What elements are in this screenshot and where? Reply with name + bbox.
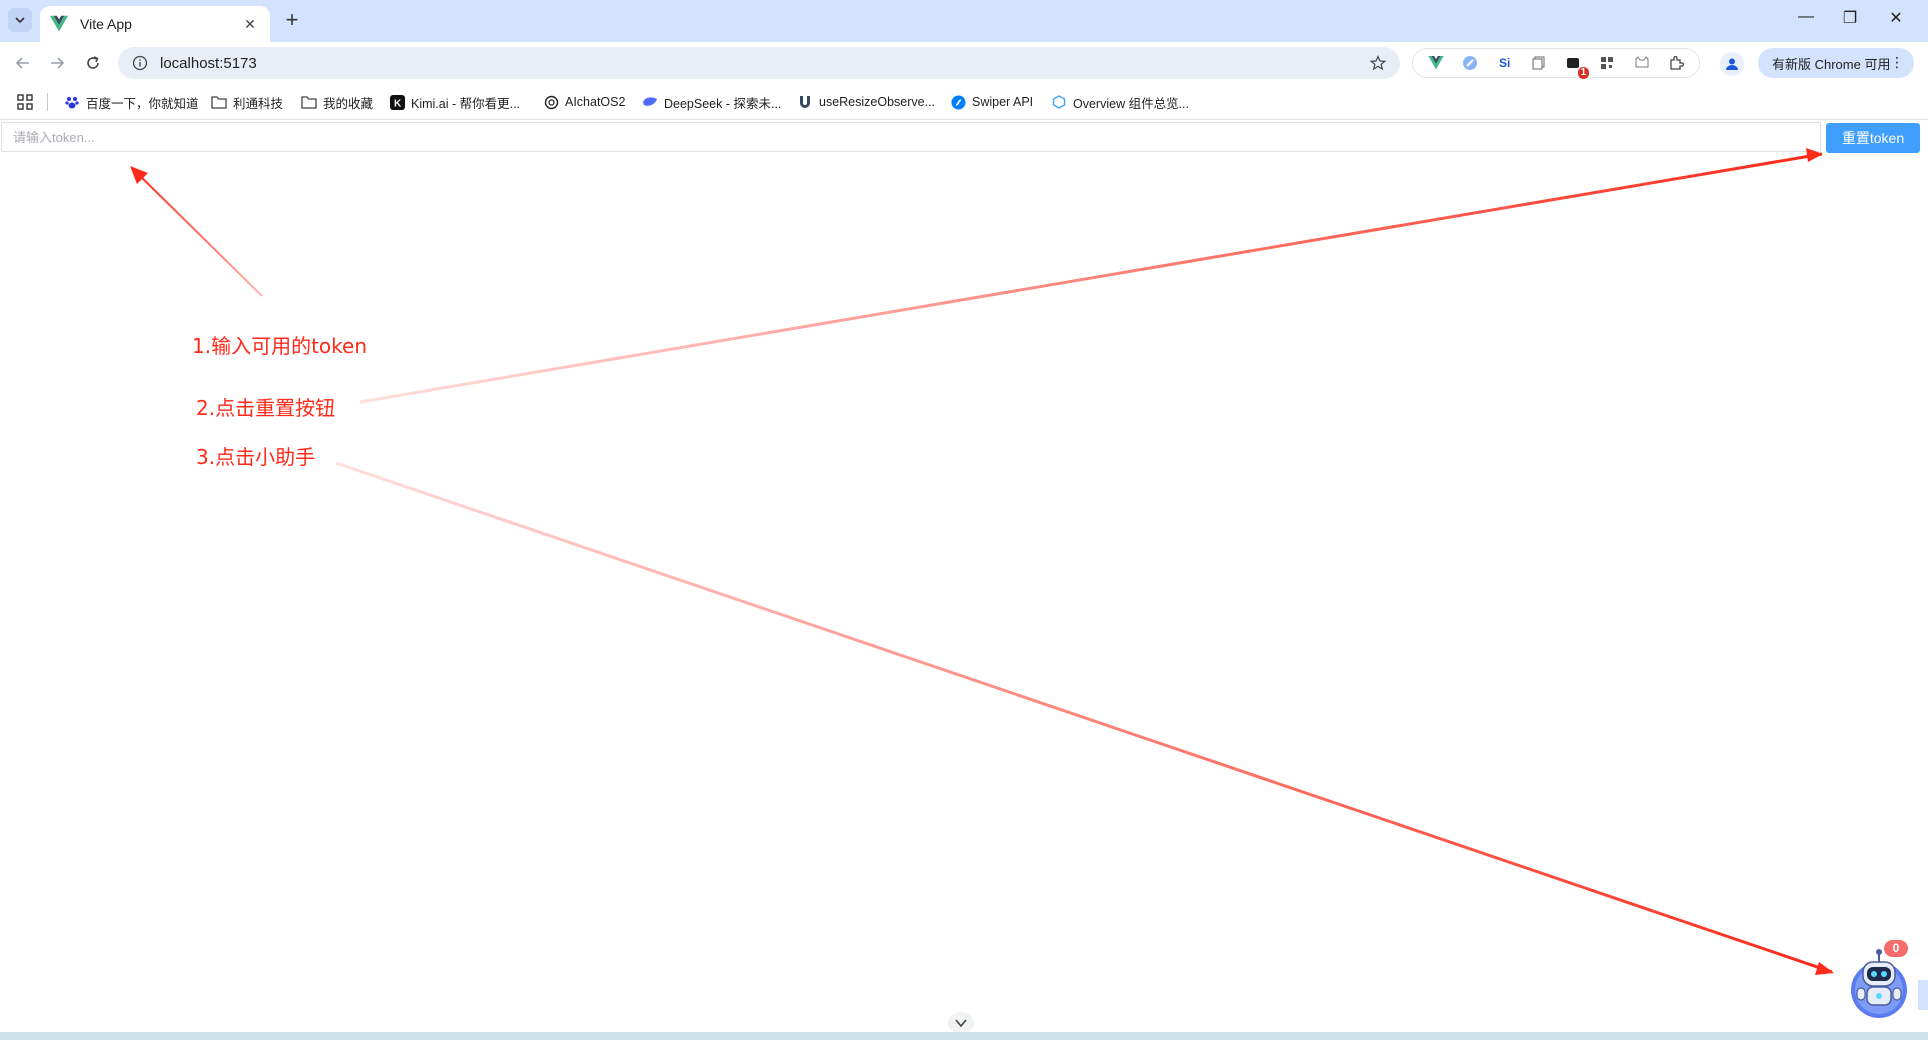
token-input[interactable] [1, 122, 1821, 152]
vueuse-icon [797, 94, 813, 110]
tab-title: Vite App [80, 16, 132, 32]
forward-button[interactable] [44, 50, 70, 76]
bookmark-star-icon[interactable] [1370, 55, 1386, 71]
deepseek-icon [642, 94, 658, 110]
reload-button[interactable] [80, 50, 106, 76]
vue-devtools-icon[interactable] [1426, 53, 1446, 73]
annotation-step-3: 3.点击小助手 [196, 445, 316, 469]
bookmark-vueuse[interactable]: useResizeObserve... [797, 92, 935, 112]
baidu-icon [64, 94, 80, 110]
bookmark-folder-favorites[interactable]: 我的收藏 [301, 92, 373, 112]
notification-badge: 1 [1577, 67, 1590, 79]
window-close-icon[interactable]: ✕ [1889, 10, 1903, 27]
bookmark-separator [47, 93, 48, 111]
bottom-strip [0, 1032, 1928, 1040]
assistant-robot-button[interactable]: 0 [1846, 940, 1912, 1020]
extensions-area: Si 1 [1412, 48, 1700, 79]
bookmark-kimi[interactable]: K Kimi.ai - 帮你看更... [389, 92, 520, 112]
annotation-step-1: 1.输入可用的token [192, 334, 368, 358]
restore-icon[interactable]: ❐ [1842, 10, 1858, 27]
chevron-down-icon [955, 1019, 967, 1028]
new-tab-button[interactable]: + [285, 7, 299, 32]
person-icon [1726, 58, 1738, 70]
notification-icon[interactable]: 1 [1563, 53, 1590, 79]
reset-token-button[interactable]: 重置token [1826, 123, 1920, 153]
collapse-handle[interactable] [948, 1012, 974, 1034]
site-info-icon[interactable] [132, 55, 148, 71]
si-icon[interactable]: Si [1498, 56, 1511, 70]
bookmark-deepseek[interactable]: DeepSeek - 探索未... [642, 92, 781, 112]
close-icon[interactable]: ✕ [244, 15, 256, 32]
url-text[interactable]: localhost:5173 [160, 54, 257, 72]
chevron-down-icon [15, 17, 25, 24]
bookmark-swiper[interactable]: Swiper API [950, 92, 1033, 112]
bookmark-folder-litong[interactable]: 利通科技 [211, 92, 283, 112]
profile-avatar[interactable] [1720, 52, 1744, 76]
svg-text:K: K [394, 98, 402, 109]
page-content: 重置token 1.输入可用的token 2.点击重置按钮 3.点击小助手 0 [0, 120, 1928, 1032]
tab-strip: Vite App ✕ + — ❐ ✕ [0, 0, 1928, 42]
bookmark-aichatos[interactable]: AIchatOS2 [543, 92, 625, 112]
arrow-right-icon [51, 57, 65, 69]
tab-search-button[interactable] [8, 8, 32, 32]
assistant-badge: 0 [1884, 940, 1908, 957]
reload-icon [87, 56, 99, 69]
address-bar[interactable]: localhost:5173 [118, 47, 1400, 79]
back-button[interactable] [10, 50, 36, 76]
active-tab[interactable]: Vite App ✕ [40, 6, 270, 42]
cat-icon[interactable] [1632, 53, 1652, 73]
apps-grid-icon[interactable] [16, 93, 34, 111]
robot-icon [1851, 949, 1907, 1018]
openai-icon [543, 94, 559, 110]
translate-icon[interactable] [1460, 53, 1480, 73]
folder-icon [301, 94, 317, 110]
chrome-update-button[interactable]: 有新版 Chrome 可用 ⋮ [1758, 48, 1914, 78]
puzzle-icon[interactable] [1666, 53, 1686, 73]
menu-dots-icon[interactable]: ⋮ [1890, 54, 1904, 70]
qr-icon[interactable] [1597, 53, 1617, 73]
annotation-step-2: 2.点击重置按钮 [196, 396, 336, 420]
update-label: 有新版 Chrome 可用 [1772, 56, 1891, 72]
bookmarks-bar: 百度一下，你就知道 利通科技 我的收藏 K Kimi.ai - 帮你看更... … [0, 84, 1928, 120]
copy-icon[interactable] [1529, 53, 1549, 73]
arrow-left-icon [15, 57, 29, 69]
scroll-edge [1918, 980, 1928, 1010]
vue-logo-icon [50, 15, 68, 32]
browser-toolbar: localhost:5173 Si 1 有新版 Chrome 可用 ⋮ [0, 42, 1928, 84]
bookmark-element-overview[interactable]: Overview 组件总览... [1051, 92, 1189, 112]
swiper-icon [950, 94, 966, 110]
folder-icon [211, 94, 227, 110]
minimize-icon[interactable]: — [1798, 8, 1814, 25]
bookmark-baidu[interactable]: 百度一下，你就知道 [64, 92, 199, 112]
kimi-icon: K [389, 94, 405, 110]
element-icon [1051, 94, 1067, 110]
